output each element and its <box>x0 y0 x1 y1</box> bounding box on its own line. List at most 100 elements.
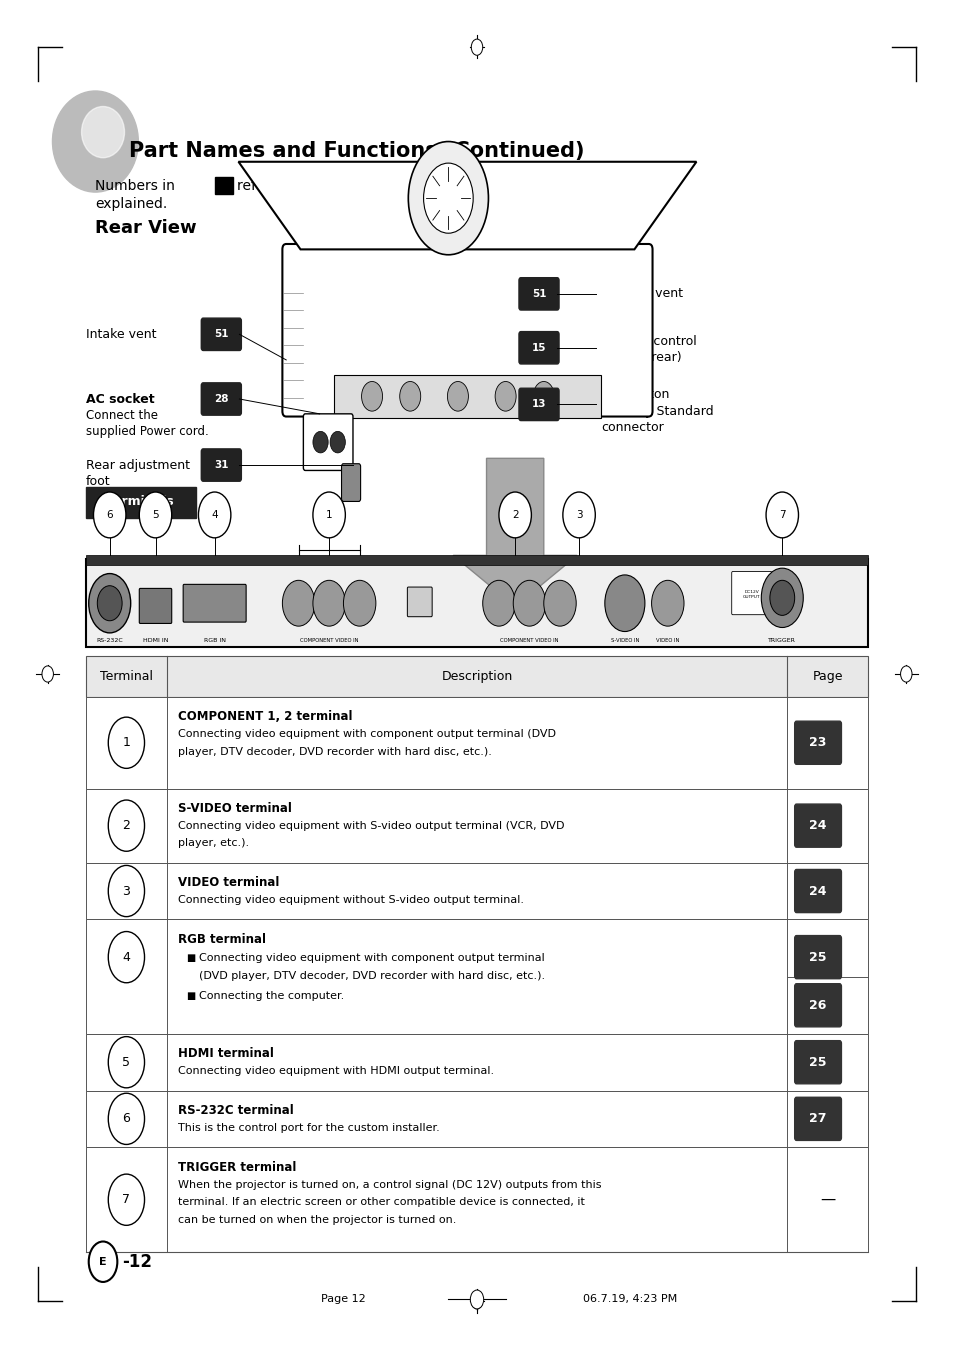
Text: can be turned on when the projector is turned on.: can be turned on when the projector is t… <box>178 1215 456 1224</box>
Text: sensor (rear): sensor (rear) <box>600 350 681 364</box>
Text: 3: 3 <box>576 510 581 520</box>
FancyBboxPatch shape <box>518 278 558 310</box>
Text: Connecting video equipment with HDMI output terminal.: Connecting video equipment with HDMI out… <box>178 1066 494 1076</box>
FancyBboxPatch shape <box>794 936 841 979</box>
Circle shape <box>651 580 683 627</box>
Circle shape <box>408 142 488 255</box>
FancyBboxPatch shape <box>214 177 233 194</box>
Text: 4: 4 <box>212 510 217 520</box>
Circle shape <box>282 580 314 627</box>
Circle shape <box>399 381 420 411</box>
Text: Terminals: Terminals <box>107 495 174 508</box>
Text: DC12V
OUTPUT: DC12V OUTPUT <box>742 590 760 599</box>
Text: COMPONENT VIDEO IN: COMPONENT VIDEO IN <box>499 638 558 643</box>
Text: 23: 23 <box>808 736 826 749</box>
Text: RGB terminal: RGB terminal <box>178 933 266 946</box>
FancyBboxPatch shape <box>86 863 867 919</box>
Text: TRIGGER: TRIGGER <box>767 638 796 643</box>
Text: Page: Page <box>812 670 841 683</box>
Circle shape <box>198 492 231 538</box>
Text: S-VIDEO IN: S-VIDEO IN <box>610 638 639 643</box>
Text: COMPONENT 1, 2 terminal: COMPONENT 1, 2 terminal <box>178 710 353 724</box>
Circle shape <box>109 865 145 917</box>
Circle shape <box>604 574 644 631</box>
Circle shape <box>470 1290 483 1309</box>
Text: Kensington: Kensington <box>600 388 670 402</box>
Circle shape <box>513 580 545 627</box>
Circle shape <box>109 717 145 768</box>
Text: 5: 5 <box>122 1055 131 1069</box>
Circle shape <box>423 163 473 233</box>
Text: Connecting the computer.: Connecting the computer. <box>199 991 344 1000</box>
Circle shape <box>361 381 382 411</box>
Circle shape <box>900 666 911 682</box>
Text: foot: foot <box>86 474 111 488</box>
FancyBboxPatch shape <box>731 572 771 615</box>
Text: 4: 4 <box>122 950 131 964</box>
Circle shape <box>495 381 516 411</box>
FancyBboxPatch shape <box>201 449 241 481</box>
Text: Terminal: Terminal <box>100 670 152 683</box>
FancyBboxPatch shape <box>86 487 195 518</box>
FancyBboxPatch shape <box>407 588 432 617</box>
Text: TRIGGER terminal: TRIGGER terminal <box>178 1161 296 1174</box>
Circle shape <box>89 1242 117 1282</box>
Ellipse shape <box>52 92 138 191</box>
Text: refer to the main pages in this user guide where the topic is: refer to the main pages in this user gui… <box>236 179 653 193</box>
FancyBboxPatch shape <box>86 789 867 863</box>
Text: ■: ■ <box>186 991 195 1000</box>
Text: 51: 51 <box>531 288 546 299</box>
Text: Connect the: Connect the <box>86 408 157 422</box>
Text: This is the control port for the custom installer.: This is the control port for the custom … <box>178 1123 439 1132</box>
Polygon shape <box>453 458 577 607</box>
Text: HDMI terminal: HDMI terminal <box>178 1047 274 1061</box>
Circle shape <box>471 39 482 55</box>
Text: Connecting video equipment with component output terminal (DVD: Connecting video equipment with componen… <box>178 729 556 739</box>
FancyBboxPatch shape <box>794 1041 841 1084</box>
Text: Connecting video equipment with S-video output terminal (VCR, DVD: Connecting video equipment with S-video … <box>178 821 564 830</box>
FancyBboxPatch shape <box>86 919 867 1034</box>
Text: terminal. If an electric screen or other compatible device is connected, it: terminal. If an electric screen or other… <box>178 1197 584 1206</box>
FancyBboxPatch shape <box>86 1147 867 1252</box>
FancyBboxPatch shape <box>139 588 172 623</box>
FancyBboxPatch shape <box>86 1034 867 1091</box>
FancyBboxPatch shape <box>183 584 246 621</box>
FancyBboxPatch shape <box>86 559 867 647</box>
FancyBboxPatch shape <box>303 414 353 470</box>
FancyBboxPatch shape <box>334 375 600 418</box>
Circle shape <box>109 931 145 983</box>
Text: player, DTV decoder, DVD recorder with hard disc, etc.).: player, DTV decoder, DVD recorder with h… <box>178 747 492 756</box>
Circle shape <box>498 492 531 538</box>
Text: RGB IN: RGB IN <box>203 638 226 643</box>
Text: 26: 26 <box>808 999 826 1012</box>
Text: 7: 7 <box>779 510 784 520</box>
Text: 1: 1 <box>326 510 332 520</box>
Text: RS-232C terminal: RS-232C terminal <box>178 1104 294 1117</box>
Text: 1: 1 <box>122 736 131 749</box>
Circle shape <box>330 431 345 453</box>
Circle shape <box>447 381 468 411</box>
Text: 51: 51 <box>213 329 229 340</box>
FancyBboxPatch shape <box>86 555 867 565</box>
Text: 2: 2 <box>122 820 131 832</box>
Text: Description: Description <box>441 670 512 683</box>
Circle shape <box>343 580 375 627</box>
FancyBboxPatch shape <box>86 697 867 789</box>
Text: COMPONENT VIDEO IN: COMPONENT VIDEO IN <box>299 638 358 643</box>
Text: Rear View: Rear View <box>95 218 197 237</box>
Text: Remote control: Remote control <box>600 334 696 348</box>
Text: 27: 27 <box>808 1112 826 1126</box>
Circle shape <box>313 492 345 538</box>
Circle shape <box>313 580 345 627</box>
Circle shape <box>139 492 172 538</box>
Circle shape <box>97 585 122 620</box>
FancyBboxPatch shape <box>518 332 558 364</box>
FancyBboxPatch shape <box>794 721 841 764</box>
Text: Rear adjustment: Rear adjustment <box>86 458 190 472</box>
Text: AC socket: AC socket <box>86 392 154 406</box>
Text: 2: 2 <box>512 510 517 520</box>
Text: 5: 5 <box>152 510 158 520</box>
Circle shape <box>769 580 794 615</box>
Circle shape <box>109 1174 145 1225</box>
Text: -12: -12 <box>122 1252 152 1271</box>
